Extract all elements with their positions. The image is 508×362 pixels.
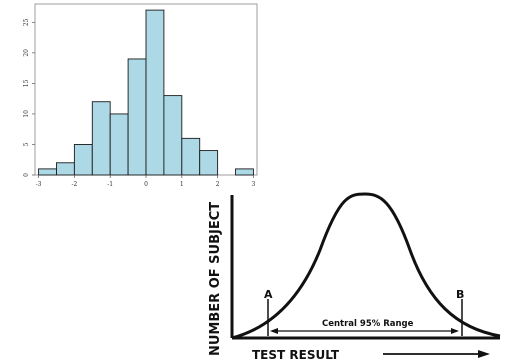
x-axis-arrow-head <box>478 350 490 358</box>
histogram-x-tick-label: 3 <box>252 181 256 188</box>
histogram-x-tick-label: -2 <box>71 181 77 188</box>
histogram-bar <box>109 113 129 176</box>
histogram-x-tick-label: 0 <box>144 181 148 188</box>
histogram-y-tick-label: 25 <box>23 18 30 26</box>
histogram-y-tick-label: 15 <box>23 79 30 87</box>
histogram-bar <box>235 168 254 176</box>
range-arrow-left-head <box>270 328 278 334</box>
histogram-y-ticks: 0 5 10 15 20 25 <box>23 18 35 177</box>
range-arrow-right-head <box>451 328 459 334</box>
histogram-y-tick-label: 0 <box>23 173 30 177</box>
histogram-y-tick-label: 10 <box>23 110 30 118</box>
bell-y-axis-label: NUMBER OF SUBJECT <box>208 202 223 356</box>
histogram-bar <box>199 150 219 176</box>
histogram-bar <box>181 137 201 176</box>
histogram-x-tick-label: -1 <box>107 181 113 188</box>
marker-b-label: B <box>456 288 464 301</box>
histogram-bar <box>163 95 183 176</box>
histogram-bars <box>38 9 254 176</box>
histogram-x-tick-label: 1 <box>180 181 184 188</box>
histogram-bar <box>145 9 165 176</box>
histogram-bar <box>73 144 93 176</box>
histogram-bar <box>56 162 75 176</box>
histogram-x-tick-label: -3 <box>36 181 42 188</box>
histogram-bar <box>91 101 111 176</box>
histogram-y-tick-label: 5 <box>23 142 30 146</box>
bell-curve-chart: A B Central 95% Range NUMBER OF SUBJECT … <box>208 192 501 362</box>
marker-a-label: A <box>264 288 273 301</box>
histogram-x-tick-label: 2 <box>216 181 220 188</box>
range-label: Central 95% Range <box>322 319 414 329</box>
histogram-chart: -3 -2 -1 0 1 2 3 0 5 10 15 20 25 <box>23 3 258 188</box>
histogram-y-tick-label: 20 <box>23 49 30 57</box>
histogram-bar <box>127 58 147 176</box>
histogram-x-ticks: -3 -2 -1 0 1 2 3 <box>36 175 256 188</box>
histogram-bar <box>38 168 57 176</box>
bell-x-axis-label: TEST RESULT <box>252 348 340 362</box>
bell-curve-line <box>231 192 501 340</box>
